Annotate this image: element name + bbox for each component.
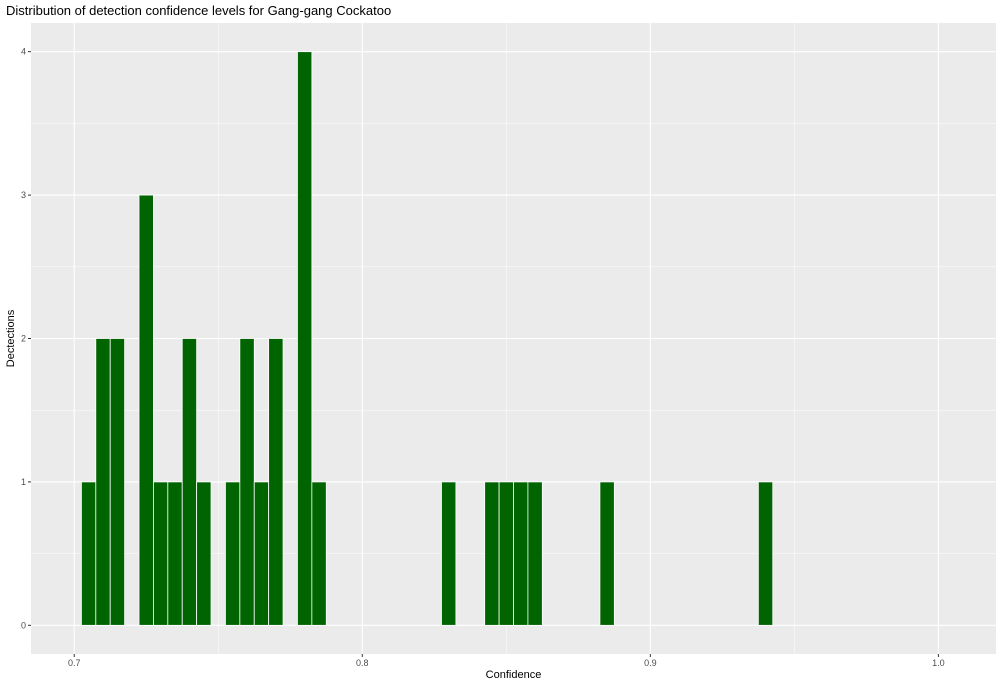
chart-title: Distribution of detection confidence lev… — [6, 3, 391, 18]
y-tick-label: 0 — [21, 620, 26, 630]
histogram-bar — [81, 481, 97, 626]
x-tick-label: 0.9 — [644, 658, 657, 668]
histogram-bar — [268, 338, 284, 626]
x-tick-label: 1.0 — [932, 658, 945, 668]
histogram-bar — [167, 481, 183, 626]
histogram-bar — [441, 481, 457, 626]
y-axis-title: Dectections — [5, 309, 17, 367]
x-tick-label: 0.8 — [356, 658, 369, 668]
histogram-bar — [757, 481, 774, 626]
histogram-bar — [498, 481, 514, 626]
histogram-bar — [599, 481, 615, 626]
x-tick-label: 0.7 — [68, 658, 81, 668]
histogram-bar — [109, 338, 126, 626]
histogram-bar — [225, 481, 241, 626]
y-tick-label: 4 — [21, 47, 26, 57]
histogram-bar — [153, 481, 169, 626]
histogram-bar — [484, 481, 500, 626]
histogram-bar — [253, 481, 270, 626]
histogram-bar — [513, 481, 529, 626]
histogram-bars — [81, 51, 774, 626]
y-tick-label: 2 — [21, 334, 26, 344]
histogram-bar — [527, 481, 543, 626]
x-axis-title: Confidence — [486, 669, 542, 681]
histogram-bar — [181, 338, 198, 626]
x-axis-ticks: 0.7 0.8 0.9 1.0 — [68, 654, 945, 668]
y-axis-ticks: 0 1 2 3 4 — [21, 47, 31, 630]
histogram-bar — [239, 338, 255, 626]
y-tick-label: 1 — [21, 477, 26, 487]
histogram-bar — [196, 481, 212, 626]
grid-major-lines — [31, 23, 996, 654]
histogram-bar — [95, 338, 111, 626]
y-tick-label: 3 — [21, 190, 26, 200]
histogram-bar — [297, 51, 313, 626]
histogram-bar — [138, 194, 154, 626]
histogram-bar — [311, 481, 327, 626]
